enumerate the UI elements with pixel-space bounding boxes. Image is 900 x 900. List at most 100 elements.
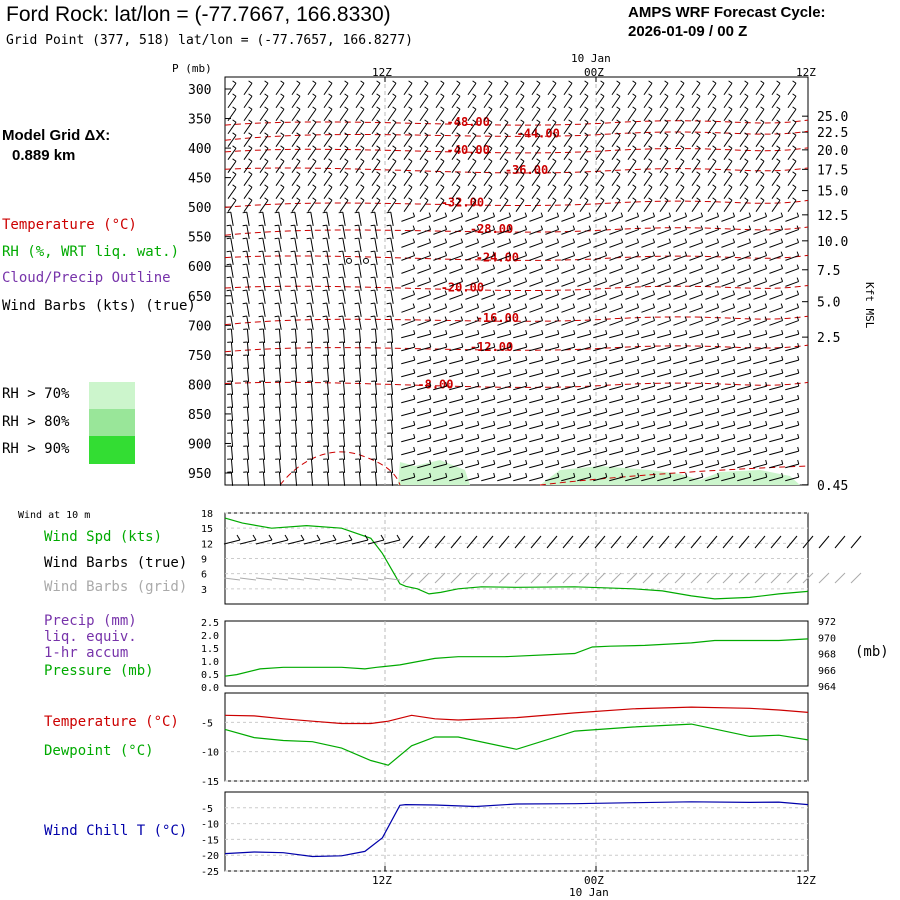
wind-barb <box>435 119 445 135</box>
wind-barb-flag <box>541 394 544 400</box>
wind-barb-flag <box>557 381 560 387</box>
wind-barb <box>771 158 781 174</box>
wind-barb-shaft <box>593 476 607 482</box>
wind-barb-shaft <box>326 380 330 395</box>
wind-barb-shaft <box>723 160 733 174</box>
wind-barb-shaft <box>529 320 543 326</box>
surface-wind-barb-shaft <box>530 535 542 549</box>
wind-barb <box>417 251 432 261</box>
wind-barb <box>675 80 685 96</box>
wind-barb-shaft <box>230 367 234 382</box>
wind-barb <box>451 158 461 174</box>
wind-barb-flag <box>226 237 231 240</box>
wind-barb-shaft <box>595 134 605 148</box>
wind-barb-shaft <box>342 263 346 278</box>
wind-barb-shaft <box>401 450 415 456</box>
top-date-label: 10 Jan <box>571 52 611 65</box>
wind-barb <box>243 106 253 122</box>
wind-barb-shaft <box>721 216 735 222</box>
wind-barb <box>306 263 314 278</box>
wind-barb <box>593 368 608 378</box>
surface-wind-barb <box>367 534 385 581</box>
wind-barb <box>355 184 365 199</box>
wind-barb-shaft <box>483 186 493 199</box>
wind-barb <box>371 445 378 460</box>
wind-barb-flag <box>306 237 311 240</box>
wind-barb-shaft <box>262 302 266 317</box>
wind-barb-shaft <box>465 411 479 417</box>
wind-barb-shaft <box>227 134 237 148</box>
wind-barb <box>689 264 704 274</box>
wind-barb-shaft <box>787 199 797 212</box>
wind-barb-flag <box>306 263 311 266</box>
grid-wind-barb-shaft <box>642 572 654 584</box>
pressure-tick-label: 300 <box>188 83 211 98</box>
wind-barb-shaft <box>545 372 559 378</box>
wind-barb <box>723 132 733 148</box>
wind-barb <box>771 184 781 199</box>
wind-barb-flag <box>232 93 237 97</box>
wind-barb-shaft <box>387 108 397 122</box>
wind-barb-flag <box>732 316 736 321</box>
wind-barb <box>593 446 608 456</box>
isotherm-line <box>224 130 809 141</box>
wind-barb <box>417 342 432 352</box>
wind-barb-shaft <box>278 341 282 356</box>
bottom-time-label-1: 12Z <box>372 874 392 887</box>
wind-barb <box>675 106 685 122</box>
wind-barb-shaft <box>291 121 301 135</box>
wind-barb <box>657 316 672 326</box>
wind-barb <box>483 132 493 148</box>
wind-barb <box>785 303 800 313</box>
wind-barb-flag <box>445 407 448 413</box>
wind-barb-shaft <box>753 346 767 352</box>
wind-barb-shaft <box>371 134 381 148</box>
wind-barb-flag <box>476 277 480 282</box>
wind-barb-shaft <box>307 186 317 199</box>
wind-barb-shaft <box>643 199 653 212</box>
wind-barb <box>785 212 800 222</box>
wind-barb <box>721 394 736 404</box>
wind-barb-shaft <box>691 147 701 161</box>
wind-barb-flag <box>290 289 295 292</box>
grid-wind-barb-shaft <box>706 572 718 584</box>
wind-barb-shaft <box>515 147 525 161</box>
wind-barb <box>593 342 608 352</box>
wind-barb-flag <box>460 238 464 243</box>
wind-barb-shaft <box>227 199 237 212</box>
pressure-panel-frame <box>224 620 809 687</box>
wind-barb-shaft <box>609 424 623 430</box>
wind-barb-shaft <box>294 458 298 473</box>
wind-barb <box>291 367 298 382</box>
wind-barb-shaft <box>278 419 282 434</box>
wind-barb-shaft <box>579 147 589 161</box>
wind-barb-shaft <box>358 237 362 252</box>
wind-barb-shaft <box>721 424 735 430</box>
wind-barb <box>547 145 557 161</box>
wind-barb-shaft <box>401 411 415 417</box>
wind-barb-shaft <box>705 463 719 469</box>
wind-barb-shaft <box>243 134 253 148</box>
wind-barb <box>243 393 250 408</box>
wind-barb-shaft <box>689 242 703 248</box>
wind-barb-shaft <box>243 199 253 212</box>
wind-barb-shaft <box>465 398 479 404</box>
wind-barb <box>723 93 733 109</box>
wind-barb-flag <box>780 212 784 217</box>
wind-barb-shaft <box>481 372 495 378</box>
wind-barb <box>387 184 397 199</box>
wind-barb-flag <box>274 289 279 292</box>
wind-barb <box>338 224 346 239</box>
wind-barb-flag <box>328 145 333 149</box>
wind-barb-flag <box>584 184 589 188</box>
wind-barb <box>401 381 416 391</box>
wind-barb-flag <box>648 171 653 175</box>
wind-barb <box>417 238 432 248</box>
wind-barb <box>259 380 266 395</box>
wind-barb <box>259 419 266 434</box>
wind-barb-flag <box>781 381 784 387</box>
wind-barb <box>785 290 800 300</box>
wind-barb-flag <box>460 277 464 282</box>
wind-barb-flag <box>280 171 285 175</box>
wind-barb-flag <box>696 197 701 201</box>
